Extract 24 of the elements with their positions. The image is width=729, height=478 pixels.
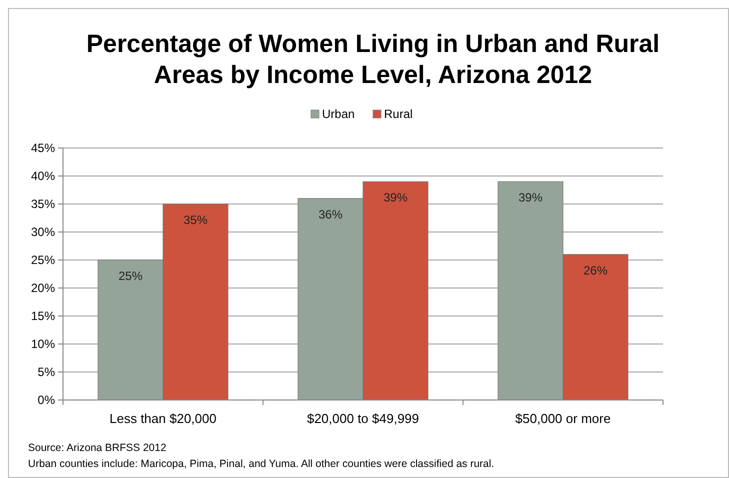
y-tick-label: 45% bbox=[30, 141, 56, 155]
x-tick-label: $20,000 to $49,999 bbox=[306, 411, 420, 426]
legend-label: Urban bbox=[322, 107, 355, 121]
y-tick-label: 5% bbox=[38, 365, 56, 379]
x-tick-label: Less than $20,000 bbox=[110, 411, 216, 426]
y-tick-label: 40% bbox=[30, 169, 56, 183]
data-label: 26% bbox=[583, 263, 608, 278]
y-tick-label: 15% bbox=[30, 309, 56, 323]
chart-title: Percentage of Women Living in Urban and Rural Areas by Income Level, Arizona 2012 bbox=[86, 30, 660, 89]
y-tick-label: 20% bbox=[30, 281, 56, 295]
data-label: 39% bbox=[518, 190, 543, 205]
y-tick-label: 0% bbox=[38, 393, 56, 407]
data-label: 36% bbox=[318, 207, 343, 222]
y-tick-label: 35% bbox=[30, 197, 56, 211]
x-tick-label: $50,000 or more bbox=[515, 411, 611, 426]
y-tick-label: 10% bbox=[30, 337, 56, 351]
legend-label: Rural bbox=[384, 107, 413, 121]
y-tick-label: 30% bbox=[30, 225, 56, 239]
text: Urban counties include: Maricopa, Pima, Pinal, and Yuma. All other counties were classified as rural. bbox=[28, 458, 494, 470]
data-label: 39% bbox=[383, 190, 408, 205]
y-tick-label: 25% bbox=[30, 253, 56, 267]
data-label: 25% bbox=[118, 269, 143, 283]
data-label: 35% bbox=[183, 213, 208, 227]
source-note: Source: Arizona BRFSS 2012 bbox=[28, 442, 166, 454]
